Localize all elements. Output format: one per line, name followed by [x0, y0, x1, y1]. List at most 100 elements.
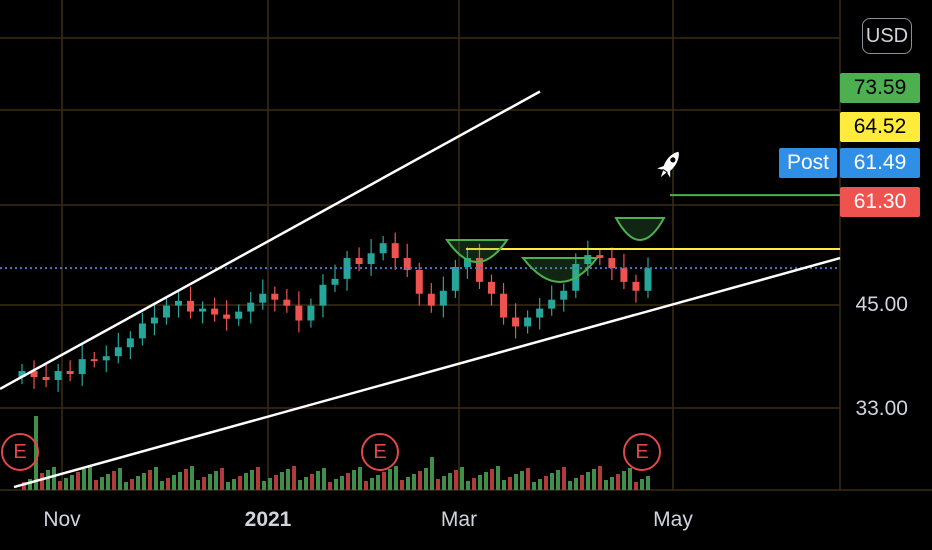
- candle-body: [548, 299, 556, 309]
- volume-bar: [496, 466, 500, 490]
- volume-bar: [580, 475, 584, 490]
- volume-bar: [628, 468, 632, 490]
- volume-bar: [220, 468, 224, 490]
- candle-body: [536, 308, 544, 318]
- price-tag-target-2: 73.59: [840, 73, 920, 103]
- volume-bar: [100, 477, 104, 490]
- candle-body: [150, 317, 158, 324]
- volume-bar: [508, 477, 512, 490]
- volume-bar: [184, 469, 188, 490]
- candlesticks: [18, 232, 652, 392]
- volume-bar: [52, 467, 56, 490]
- candle-body: [66, 371, 74, 375]
- volume-bar: [526, 468, 530, 490]
- volume-bar: [142, 473, 146, 490]
- volume-bar: [112, 471, 116, 490]
- volume-bar: [622, 471, 626, 490]
- volume-bar: [274, 475, 278, 490]
- cup-shape: [520, 257, 600, 283]
- candle-body: [102, 356, 110, 361]
- earnings-marker[interactable]: E: [1, 433, 39, 471]
- volume-bar: [196, 480, 200, 490]
- candle-body: [90, 359, 98, 362]
- x-axis-label: Nov: [43, 508, 81, 531]
- candle-body: [584, 255, 592, 264]
- volume-bar: [532, 482, 536, 490]
- volume-bar: [466, 481, 470, 490]
- volume-bar: [412, 474, 416, 490]
- candle-body: [18, 371, 26, 377]
- candle-body: [644, 268, 652, 291]
- volume-bar: [322, 468, 326, 490]
- volume-bar: [166, 478, 170, 490]
- volume-bars: [22, 416, 650, 490]
- volume-bar: [94, 480, 98, 490]
- volume-bar: [334, 479, 338, 490]
- candle-body: [271, 293, 279, 300]
- volume-bar: [646, 476, 650, 490]
- volume-bar: [298, 480, 302, 490]
- candle-body: [367, 253, 375, 264]
- candle-body: [475, 258, 483, 282]
- volume-bar: [46, 470, 50, 490]
- volume-bar: [124, 482, 128, 490]
- candle-body: [30, 371, 38, 377]
- volume-bar: [604, 480, 608, 490]
- volume-bar: [286, 469, 290, 490]
- volume-bar: [64, 478, 68, 490]
- volume-bar: [238, 476, 242, 490]
- price-tag-post-market: 61.49: [840, 148, 920, 178]
- price-tag-target-1: 64.52: [840, 112, 920, 142]
- volume-bar: [424, 468, 428, 490]
- volume-bar: [190, 466, 194, 490]
- earnings-marker[interactable]: E: [361, 433, 399, 471]
- volume-bar: [118, 468, 122, 490]
- volume-bar: [310, 474, 314, 490]
- candle-body: [343, 258, 351, 279]
- candle-body: [403, 258, 411, 270]
- volume-bar: [586, 472, 590, 490]
- candle-body: [138, 323, 146, 339]
- volume-bar: [280, 472, 284, 490]
- candle-body: [247, 302, 255, 312]
- cup-shape: [445, 239, 509, 263]
- candle-body: [439, 290, 447, 306]
- candle-body: [331, 278, 339, 285]
- volume-bar: [472, 478, 476, 490]
- volume-bar: [574, 478, 578, 490]
- volume-bar: [346, 473, 350, 490]
- candle-body: [463, 258, 471, 267]
- volume-bar: [316, 471, 320, 490]
- candle-body: [295, 305, 303, 321]
- volume-bar: [22, 482, 26, 490]
- volume-bar: [394, 466, 398, 490]
- candle-body: [415, 269, 423, 294]
- volume-bar: [268, 478, 272, 490]
- volume-bar: [430, 457, 434, 490]
- volume-bar: [634, 482, 638, 490]
- volume-bar: [76, 472, 80, 490]
- volume-bar: [382, 472, 386, 490]
- volume-bar: [448, 473, 452, 490]
- volume-bar: [28, 479, 32, 490]
- volume-bar: [364, 481, 368, 490]
- volume-bar: [454, 470, 458, 490]
- volume-bar: [478, 475, 482, 490]
- volume-bar: [262, 481, 266, 490]
- volume-bar: [406, 477, 410, 490]
- volume-bar: [148, 470, 152, 490]
- candle-body: [187, 300, 195, 312]
- currency-button[interactable]: USD: [862, 18, 912, 54]
- post-market-label: Post: [779, 148, 837, 178]
- volume-bar: [610, 477, 614, 490]
- volume-bar: [82, 469, 86, 490]
- candle-body: [199, 308, 207, 312]
- cup-pattern-shapes: [445, 217, 666, 283]
- earnings-marker[interactable]: E: [623, 433, 661, 471]
- volume-bar: [214, 471, 218, 490]
- x-axis-label: Mar: [440, 508, 478, 531]
- volume-bar: [520, 471, 524, 490]
- candle-body: [54, 371, 62, 380]
- volume-bar: [490, 469, 494, 490]
